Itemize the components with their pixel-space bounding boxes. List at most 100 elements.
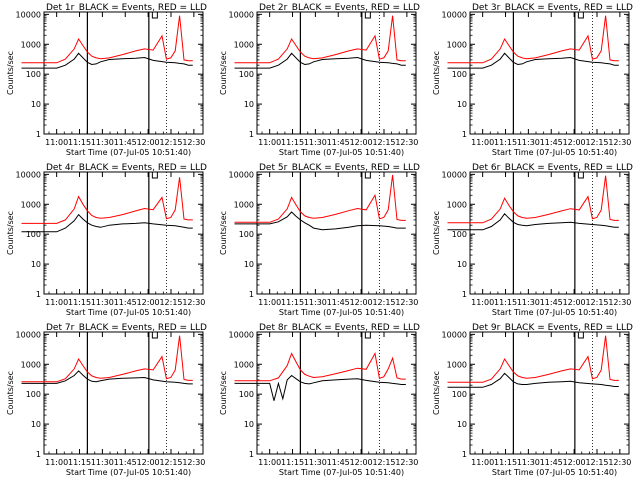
plot-frame [256, 331, 417, 455]
x-tick-label: 11:45 [114, 458, 137, 467]
chart-title: Det 5r_BLACK = Events, RED = LLD [259, 163, 420, 173]
x-axis-label: Start Time (07-Jul-05 10:51:40) [492, 468, 617, 477]
y-tick-label: 10 [457, 100, 467, 109]
x-tick-label: 12:00 [137, 298, 160, 307]
x-tick-label: 11:45 [540, 458, 563, 467]
y-tick-label: 10000 [442, 170, 467, 179]
y-tick-label: 1000 [447, 40, 467, 49]
x-tick-label: 12:15 [372, 458, 395, 467]
plot-frame [256, 171, 417, 295]
x-tick-label: 11:00 [471, 138, 494, 147]
series-line-events [234, 374, 406, 401]
y-tick-label: 100 [239, 70, 254, 79]
series-line-lld [21, 15, 193, 64]
x-tick-label: 11:15 [494, 458, 517, 467]
y-axis-label: Counts/sec [6, 371, 15, 415]
y-axis-label: Counts/sec [432, 371, 441, 415]
x-tick-label: 11:00 [471, 298, 494, 307]
x-axis-label: Start Time (07-Jul-05 10:51:40) [492, 148, 617, 157]
series-line-events [21, 370, 193, 385]
y-tick-label: 10000 [229, 330, 254, 339]
x-tick-label: 11:45 [114, 298, 137, 307]
y-tick-label: 1 [249, 130, 254, 139]
x-tick-label: 11:00 [45, 458, 68, 467]
y-tick-label: 1000 [234, 360, 254, 369]
x-tick-label: 12:30 [608, 458, 631, 467]
x-tick-label: 12:00 [563, 298, 586, 307]
x-axis-label: Start Time (07-Jul-05 10:51:40) [492, 308, 617, 317]
series-line-lld [447, 335, 619, 383]
x-axis-label: Start Time (07-Jul-05 10:51:40) [66, 308, 191, 317]
series-line-lld [447, 175, 619, 224]
x-tick-label: 12:30 [608, 138, 631, 147]
interval-box-marker [151, 171, 158, 179]
x-axis-label: Start Time (07-Jul-05 10:51:40) [279, 308, 404, 317]
y-tick-label: 10 [244, 100, 254, 109]
x-tick-label: 12:30 [395, 138, 418, 147]
x-tick-label: 12:00 [350, 138, 373, 147]
series-line-lld [447, 15, 619, 64]
x-tick-label: 11:30 [517, 298, 540, 307]
x-tick-label: 12:00 [350, 298, 373, 307]
x-tick-label: 11:45 [540, 298, 563, 307]
y-tick-label: 10000 [229, 170, 254, 179]
y-tick-label: 1 [462, 130, 467, 139]
x-tick-label: 12:15 [372, 298, 395, 307]
x-tick-label: 12:15 [159, 458, 182, 467]
x-tick-label: 12:15 [372, 138, 395, 147]
y-tick-label: 100 [452, 70, 467, 79]
x-axis-label: Start Time (07-Jul-05 10:51:40) [66, 148, 191, 157]
x-tick-label: 12:30 [395, 458, 418, 467]
interval-box-marker [364, 11, 371, 19]
y-axis-label: Counts/sec [432, 211, 441, 255]
series-line-events [447, 52, 619, 69]
y-axis-label: Counts/sec [219, 51, 228, 95]
chart-panel-7: Det 7r_BLACK = Events, RED = LLD 1 10 100 10… [6, 323, 207, 477]
series-line-events [234, 52, 406, 69]
x-tick-label: 11:45 [327, 298, 350, 307]
x-axis-label: Start Time (07-Jul-05 10:51:40) [66, 468, 191, 477]
y-tick-label: 1 [36, 290, 41, 299]
interval-box-marker [577, 11, 584, 19]
y-tick-label: 1000 [21, 40, 41, 49]
y-tick-label: 1 [249, 450, 254, 459]
y-tick-label: 100 [26, 70, 41, 79]
chart-title: Det 2r_BLACK = Events, RED = LLD [259, 3, 420, 13]
series-line-events [21, 52, 193, 69]
y-axis-label: Counts/sec [219, 211, 228, 255]
x-tick-label: 11:45 [540, 138, 563, 147]
x-tick-label: 11:30 [517, 138, 540, 147]
x-axis-label: Start Time (07-Jul-05 10:51:40) [279, 148, 404, 157]
chart-panel-1: Det 1r_BLACK = Events, RED = LLD 1 10 100 10… [6, 3, 207, 157]
series-line-events [21, 213, 193, 233]
x-tick-label: 11:30 [304, 138, 327, 147]
y-tick-label: 10 [244, 420, 254, 429]
x-tick-label: 12:30 [395, 298, 418, 307]
interval-box-marker [151, 331, 158, 339]
chart-panel-9: Det 9r_BLACK = Events, RED = LLD 1 10 100 10… [432, 323, 633, 477]
x-tick-label: 12:30 [608, 298, 631, 307]
chart-panel-3: Det 3r_BLACK = Events, RED = LLD 1 10 100 10… [432, 3, 633, 157]
y-tick-label: 100 [452, 230, 467, 239]
y-axis-label: Counts/sec [6, 211, 15, 255]
chart-title: Det 8r_BLACK = Events, RED = LLD [259, 323, 420, 333]
x-tick-label: 11:30 [304, 298, 327, 307]
y-tick-label: 10000 [442, 330, 467, 339]
y-tick-label: 10 [457, 420, 467, 429]
y-tick-label: 10 [31, 100, 41, 109]
x-tick-label: 12:00 [137, 138, 160, 147]
y-tick-label: 1 [36, 450, 41, 459]
y-tick-label: 10000 [442, 10, 467, 19]
x-axis-label: Start Time (07-Jul-05 10:51:40) [279, 468, 404, 477]
interval-box-marker [151, 11, 158, 19]
x-tick-label: 12:15 [159, 298, 182, 307]
series-line-lld [234, 352, 406, 382]
plot-frame [469, 11, 630, 135]
x-tick-label: 11:00 [45, 138, 68, 147]
plot-frame [43, 11, 204, 135]
y-tick-label: 100 [452, 390, 467, 399]
chart-title: Det 9r_BLACK = Events, RED = LLD [472, 323, 633, 333]
chart-panel-4: Det 4r_BLACK = Events, RED = LLD 1 10 100 10… [6, 163, 207, 317]
series-line-lld [234, 174, 406, 223]
